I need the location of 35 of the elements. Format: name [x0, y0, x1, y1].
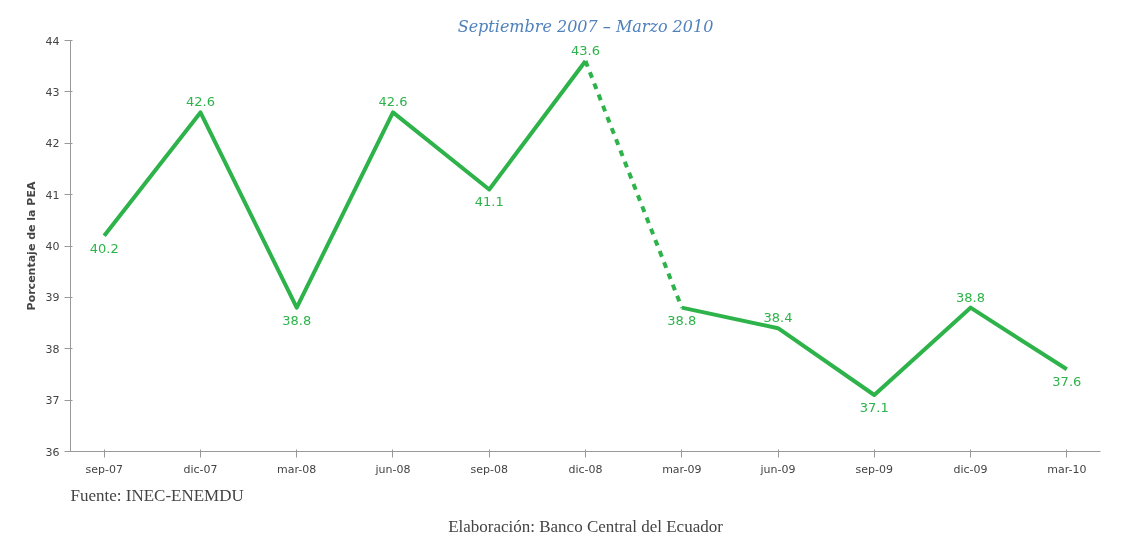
data-label: 41.1	[474, 194, 504, 210]
x-tick-label: mar-10	[1047, 462, 1087, 476]
text: Elaboración: Banco Central del Ecuador	[448, 516, 724, 536]
data-label: 38.8	[956, 289, 986, 305]
data-label: 42.6	[378, 94, 408, 110]
x-tick-label: sep-07	[85, 462, 123, 476]
source-note: Fuente: INEC-ENEMDU	[70, 485, 244, 505]
x-tick-label: sep-08	[470, 462, 508, 476]
data-label: 38.8	[282, 312, 312, 328]
x-tick-label: mar-09	[662, 462, 702, 476]
y-tick-label: 41	[45, 188, 60, 202]
y-axis-title: Porcentaje de la PEA	[24, 181, 38, 311]
x-tick-label: jun-09	[759, 462, 796, 476]
y-tick-label: 37	[45, 394, 60, 408]
data-label: 42.6	[185, 94, 215, 110]
data-label: 40.2	[89, 240, 119, 256]
y-tick-label: 36	[45, 445, 60, 459]
x-tick-label: dic-07	[183, 462, 218, 476]
x-tick-label: mar-08	[277, 462, 317, 476]
x-tick-label: dic-09	[953, 462, 988, 476]
y-tick-label: 43	[45, 85, 60, 99]
y-tick-label: 44	[45, 34, 60, 48]
x-tick-label: sep-09	[855, 462, 894, 476]
y-tick-label: 38	[45, 342, 60, 356]
y-tick-label: 40	[45, 240, 60, 253]
y-tick-label: 39	[45, 291, 60, 305]
x-tick-label: jun-08	[374, 462, 411, 476]
data-label: 37.6	[1052, 374, 1082, 390]
data-label: 38.8	[667, 312, 697, 328]
y-tick-label: 42	[45, 137, 60, 151]
data-label: 37.1	[859, 399, 889, 415]
data-label: 43.6	[571, 43, 600, 59]
chart-subtitle: Septiembre 2007 – Marzo 2010	[457, 16, 714, 36]
x-tick-label: dic-08	[568, 462, 603, 476]
data-label: 38.4	[763, 310, 793, 326]
